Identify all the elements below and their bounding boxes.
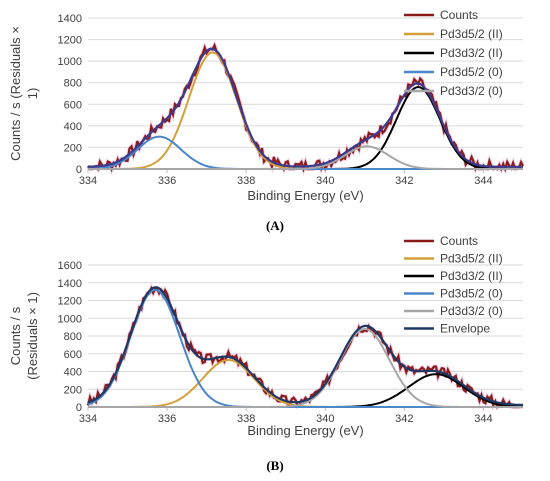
x-axis-label: Binding Energy (eV) xyxy=(247,423,363,438)
x-tick-label: 334 xyxy=(79,175,97,187)
x-tick-label: 340 xyxy=(316,175,334,187)
y-axis-label: 1) xyxy=(25,88,40,100)
y-tick-label: 600 xyxy=(64,349,82,361)
legend-entry: Counts xyxy=(440,234,478,248)
legend-entry: Envelope xyxy=(440,322,490,336)
x-axis-label: Binding Energy (eV) xyxy=(247,188,363,203)
x-tick-label: 336 xyxy=(158,413,176,425)
y-tick-label: 400 xyxy=(64,367,82,379)
y-tick-label: 0 xyxy=(76,402,82,414)
y-axis-label: (Residuals × 1) xyxy=(25,292,40,380)
x-tick-label: 344 xyxy=(474,413,492,425)
panel-label-a: (A) xyxy=(266,218,284,233)
legend-entry: Pd3d5/2 (0) xyxy=(440,287,503,301)
y-tick-label: 200 xyxy=(64,384,82,396)
y-tick-label: 0 xyxy=(76,164,82,176)
y-tick-label: 1000 xyxy=(58,56,82,68)
series-envelope-line xyxy=(87,286,524,407)
chart-panel-a: 0 200 400 600 800 1000 1200 1400 334 336 338 340 342… xyxy=(8,8,525,203)
series-peak-line xyxy=(88,145,523,170)
chart-panel-b: 0 200 400 600 800 1000 1200 1400 1600 334 336 338 34… xyxy=(8,234,524,438)
x-tick-label: 338 xyxy=(237,175,255,187)
y-tick-label: 800 xyxy=(64,78,82,90)
series-peak-line xyxy=(88,327,523,408)
series-envelope-line xyxy=(87,47,523,168)
y-tick-label: 1200 xyxy=(58,296,82,308)
x-tick-label: 338 xyxy=(237,413,255,425)
y-tick-label: 200 xyxy=(64,142,82,154)
panel-label-b: (B) xyxy=(266,458,283,473)
y-tick-label: 1200 xyxy=(58,35,82,47)
y-tick-label: 1600 xyxy=(58,260,82,272)
x-tick-label: 342 xyxy=(395,413,413,425)
y-axis-label: Counts / s (Residuals × xyxy=(8,26,23,161)
legend-entry: Pd3d3/2 (0) xyxy=(440,84,503,98)
y-tick-label: 800 xyxy=(64,331,82,343)
legend-entry: Pd3d3/2 (II) xyxy=(440,269,503,283)
y-tick-label: 600 xyxy=(64,99,82,111)
x-tick-label: 334 xyxy=(79,413,97,425)
y-tick-label: 400 xyxy=(64,121,82,133)
x-tick-label: 344 xyxy=(474,175,492,187)
legend-entry: Pd3d5/2 (0) xyxy=(440,65,503,79)
y-axis-label: Counts / s xyxy=(8,306,23,365)
legend-entry: Pd3d5/2 (II) xyxy=(440,252,503,266)
y-tick-label: 1400 xyxy=(58,278,82,290)
legend-entry: Pd3d3/2 (0) xyxy=(440,304,503,318)
x-tick-label: 340 xyxy=(316,413,334,425)
x-tick-label: 342 xyxy=(395,175,413,187)
legend-entry: Counts xyxy=(440,8,478,22)
legend-entry: Pd3d3/2 (II) xyxy=(440,46,503,60)
y-tick-label: 1000 xyxy=(58,313,82,325)
legend-entry: Pd3d5/2 (II) xyxy=(440,27,503,41)
x-tick-label: 336 xyxy=(158,175,176,187)
y-tick-label: 1400 xyxy=(58,13,82,25)
